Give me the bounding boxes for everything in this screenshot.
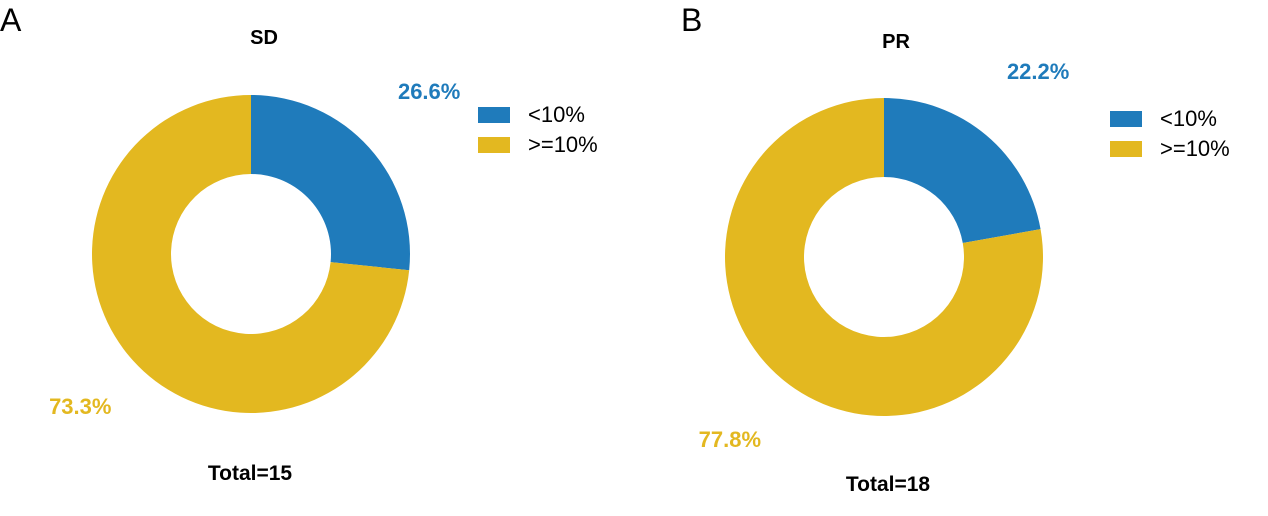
total-text: Total=15 [207, 462, 293, 485]
legend-item: >=10% [478, 130, 598, 160]
donut-chart: 22.2% 77.8% [699, 59, 1070, 452]
legend: <10% >=10% [478, 100, 598, 160]
legend: <10% >=10% [1110, 104, 1230, 164]
legend-swatch [478, 107, 510, 123]
donut-slice [251, 95, 410, 271]
chart-title: PR [882, 31, 910, 53]
chart-title: SD [250, 27, 278, 49]
panel-letter: A [0, 2, 22, 38]
slice-label: 26.6% [398, 79, 460, 104]
legend-label: >=10% [1160, 136, 1230, 161]
panel-a: A SD 26.6% 73.3% <10% >=10% Total=15 [0, 2, 598, 485]
panel-b: B PR 22.2% 77.8% <10% >=10% Total=18 [634, 0, 1268, 516]
donut-chart: 26.6% 73.3% [49, 79, 460, 419]
donut-slice [92, 94, 410, 413]
legend-label: >=10% [528, 132, 598, 157]
total-text: Total=18 [845, 473, 931, 496]
slice-label: 73.3% [49, 394, 111, 419]
legend-swatch [1110, 111, 1142, 127]
legend-item: <10% [1110, 104, 1230, 134]
legend-label: <10% [1160, 106, 1217, 131]
slice-label: 77.8% [699, 427, 761, 452]
donut-slice [724, 98, 1043, 416]
legend-label: <10% [528, 102, 585, 127]
legend-item: >=10% [1110, 134, 1230, 164]
legend-swatch [478, 137, 510, 153]
donut-slice [884, 98, 1041, 243]
legend-item: <10% [478, 100, 598, 130]
legend-swatch [1110, 141, 1142, 157]
slice-label: 22.2% [1007, 59, 1069, 84]
panel-letter: B [681, 2, 703, 38]
